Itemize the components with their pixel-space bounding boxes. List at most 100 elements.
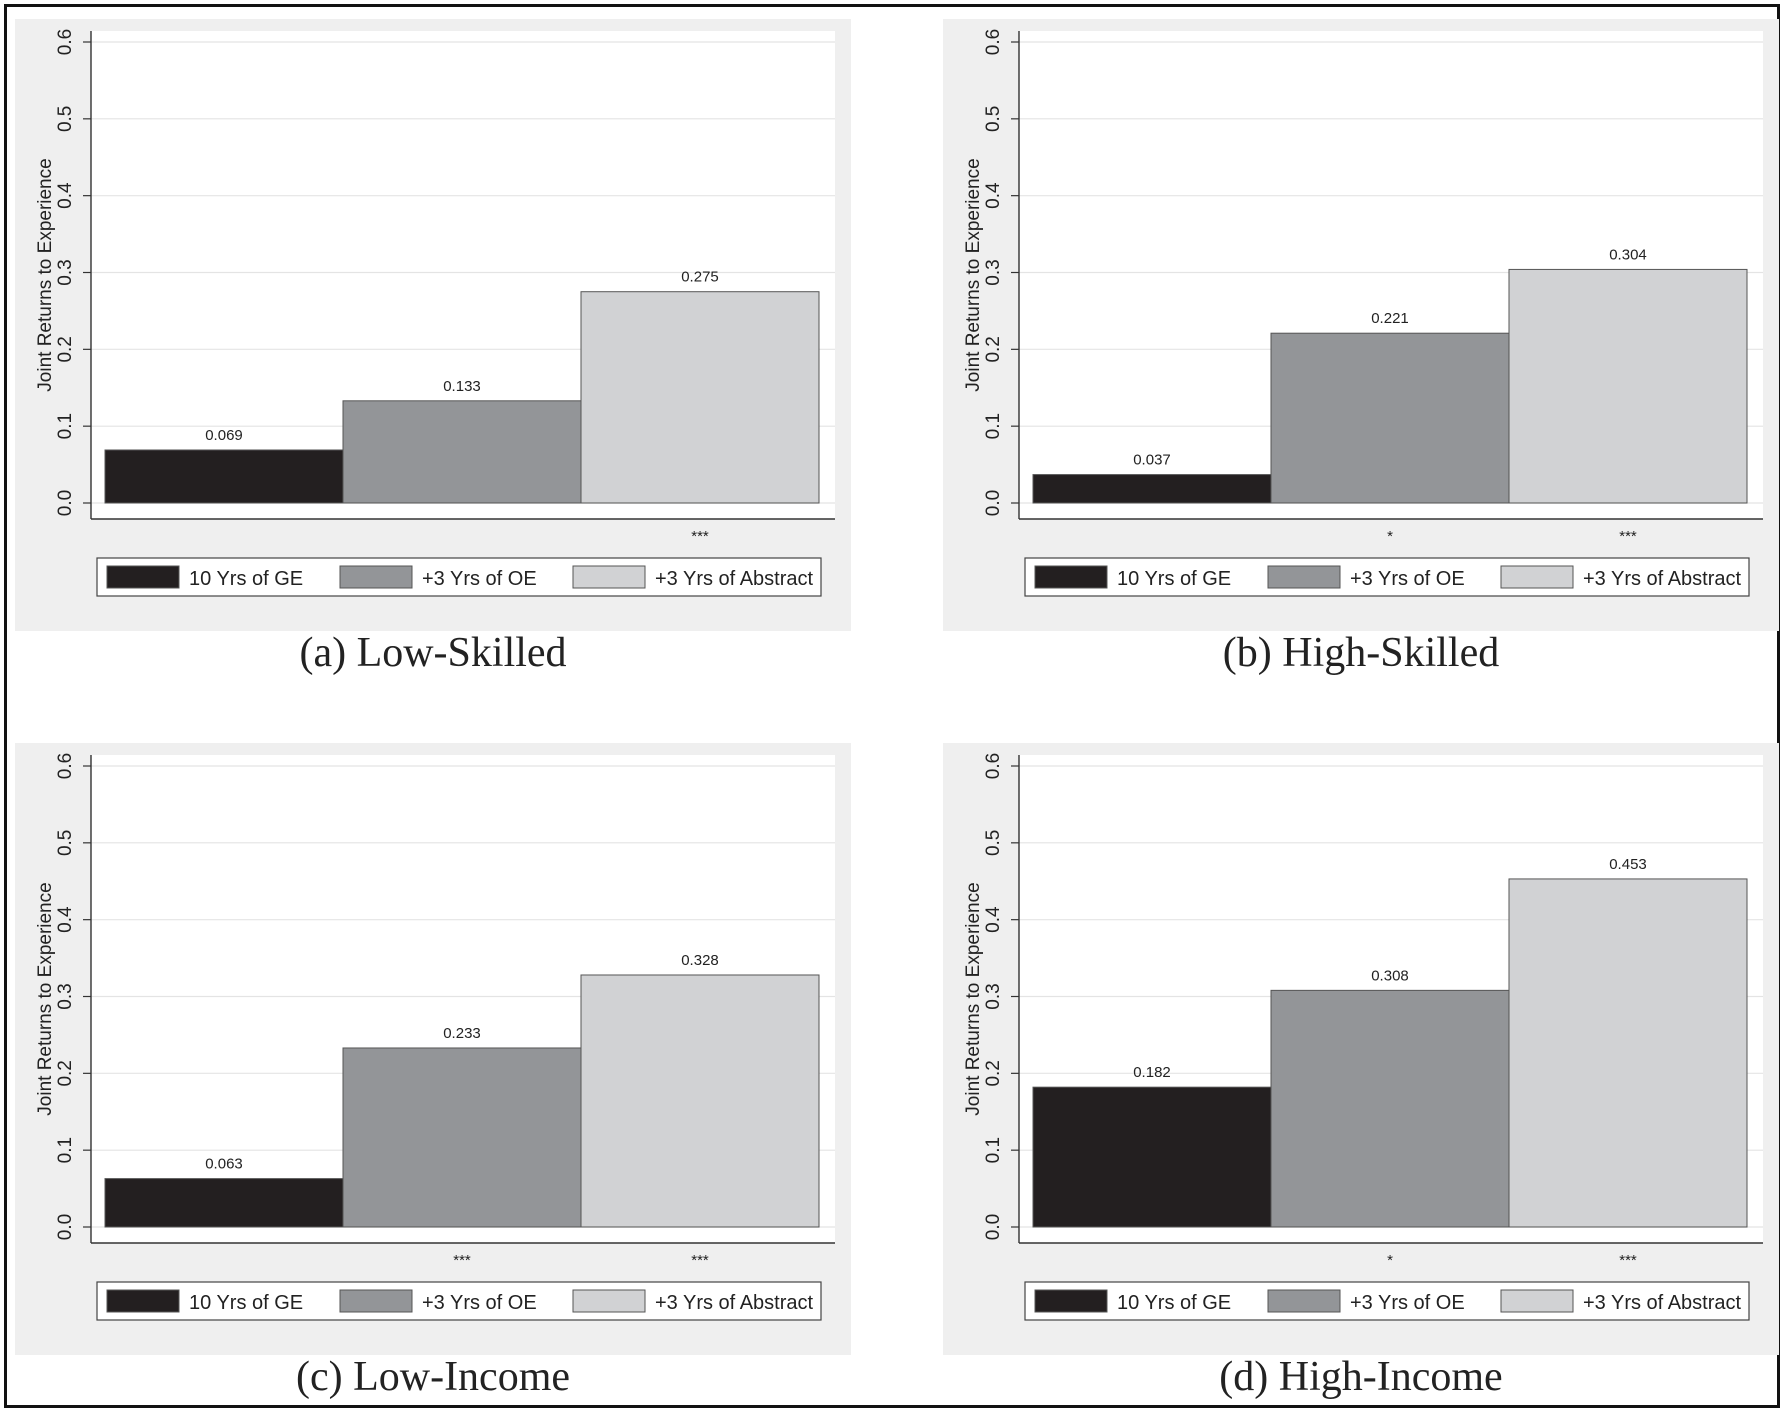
bar-value-label: 0.328 [681,952,719,969]
bar-value-label: 0.063 [205,1156,243,1173]
bar-value-label: 0.308 [1371,967,1409,984]
legend-label: +3 Yrs of OE [422,568,537,590]
legend-swatch [106,1289,180,1313]
legend-label: 10 Yrs of GE [189,1292,303,1314]
bar [1508,878,1748,1228]
legend-box [1024,557,1750,597]
legend-label: 10 Yrs of GE [189,568,303,590]
bar-value-label: 0.221 [1371,310,1409,327]
legend-label: +3 Yrs of Abstract [1583,1292,1741,1314]
significance-label: *** [691,528,709,545]
bar [1270,332,1510,504]
figure-frame: 0.0 0.1 0.2 0.3 0.4 0.5 0.6 Joint Returns to Ex… [4,4,1780,1408]
bar-value-label: 0.233 [443,1025,481,1042]
legend-swatch [1500,1289,1574,1313]
legend-swatch [1034,565,1108,589]
legend-swatch [106,565,180,589]
y-tick-label: 0.5 [55,830,76,856]
y-tick-label: 0.1 [55,1137,76,1163]
chart-panel-d: 0.0 0.1 0.2 0.3 0.4 0.5 0.6 Joint Returns to Ex… [943,743,1779,1355]
significance-label: *** [453,1252,471,1269]
legend-swatch [572,1289,646,1313]
y-tick-label: 0.5 [983,106,1004,132]
significance-label: * [1387,528,1393,545]
legend-label: +3 Yrs of OE [1350,1292,1465,1314]
legend-swatch [572,565,646,589]
bar [104,1178,344,1228]
bar-value-label: 0.182 [1133,1064,1171,1081]
bar-value-label: 0.069 [205,427,243,444]
legend-box [96,557,822,597]
y-axis-label: Joint Returns to Experience [963,882,984,1115]
chart-svg-a: 0.0 0.1 0.2 0.3 0.4 0.5 0.6 Joint Returns to Ex… [35,29,835,597]
y-tick-label: 0.0 [55,490,76,516]
y-tick-label: 0.4 [983,182,1004,209]
legend-label: 10 Yrs of GE [1117,1292,1231,1314]
bar [1508,268,1748,504]
legend-label: 10 Yrs of GE [1117,568,1231,590]
bar [1032,1086,1272,1228]
bar [580,291,820,504]
bar [104,449,344,504]
bar [580,974,820,1228]
y-axis-label: Joint Returns to Experience [963,158,984,391]
bar [342,1047,582,1228]
y-tick-label: 0.3 [983,259,1004,285]
legend-label: +3 Yrs of OE [422,1292,537,1314]
significance-label: *** [1619,528,1637,545]
bar-value-label: 0.133 [443,378,481,395]
y-tick-label: 0.2 [983,1060,1004,1086]
y-tick-label: 0.5 [983,830,1004,856]
caption-d: (d) High-Income [1219,1354,1503,1400]
chart-panel-c: 0.0 0.1 0.2 0.3 0.4 0.5 0.6 Joint Returns to Ex… [15,743,851,1355]
legend-box [96,1281,822,1321]
y-tick-label: 0.5 [55,106,76,132]
y-tick-label: 0.1 [983,413,1004,439]
caption-c: (c) Low-Income [295,1354,571,1400]
y-tick-label: 0.3 [55,983,76,1009]
y-tick-label: 0.2 [983,336,1004,362]
legend-label: +3 Yrs of Abstract [655,1292,813,1314]
legend-swatch [1500,565,1574,589]
y-tick-label: 0.4 [55,906,76,933]
y-tick-label: 0.2 [55,1060,76,1086]
y-tick-label: 0.3 [55,259,76,285]
bar [1032,474,1272,504]
legend-label: +3 Yrs of OE [1350,568,1465,590]
bar [1270,989,1510,1228]
y-tick-label: 0.6 [983,753,1004,779]
chart-panel-b: 0.0 0.1 0.2 0.3 0.4 0.5 0.6 Joint Returns to Ex… [943,19,1779,631]
y-tick-label: 0.6 [983,29,1004,55]
legend-box [1024,1281,1750,1321]
y-axis-label: Joint Returns to Experience [35,158,56,391]
bar-value-label: 0.304 [1609,246,1647,263]
bar-value-label: 0.037 [1133,452,1171,469]
chart-svg-c: 0.0 0.1 0.2 0.3 0.4 0.5 0.6 Joint Returns to Ex… [35,753,835,1321]
caption-b: (b) High-Skilled [1222,630,1500,676]
y-tick-label: 0.2 [55,336,76,362]
legend-swatch [339,565,413,589]
bar-value-label: 0.453 [1609,856,1647,873]
y-tick-label: 0.0 [55,1214,76,1240]
significance-label: *** [1619,1252,1637,1269]
legend-label: +3 Yrs of Abstract [1583,568,1741,590]
legend-swatch [1034,1289,1108,1313]
legend-swatch [1267,1289,1341,1313]
legend-swatch [1267,565,1341,589]
y-axis-label: Joint Returns to Experience [35,882,56,1115]
y-tick-label: 0.4 [55,182,76,209]
chart-svg-b: 0.0 0.1 0.2 0.3 0.4 0.5 0.6 Joint Returns to Ex… [963,29,1763,597]
legend-swatch [339,1289,413,1313]
chart-panel-a: 0.0 0.1 0.2 0.3 0.4 0.5 0.6 Joint Returns to Ex… [15,19,851,631]
y-tick-label: 0.1 [55,413,76,439]
bar-value-label: 0.275 [681,269,719,286]
significance-label: *** [691,1252,709,1269]
y-tick-label: 0.6 [55,753,76,779]
y-tick-label: 0.0 [983,490,1004,516]
y-tick-label: 0.4 [983,906,1004,933]
chart-svg-d: 0.0 0.1 0.2 0.3 0.4 0.5 0.6 Joint Returns to Ex… [963,753,1763,1321]
caption-a: (a) Low-Skilled [299,630,567,676]
y-tick-label: 0.1 [983,1137,1004,1163]
legend-label: +3 Yrs of Abstract [655,568,813,590]
y-tick-label: 0.0 [983,1214,1004,1240]
